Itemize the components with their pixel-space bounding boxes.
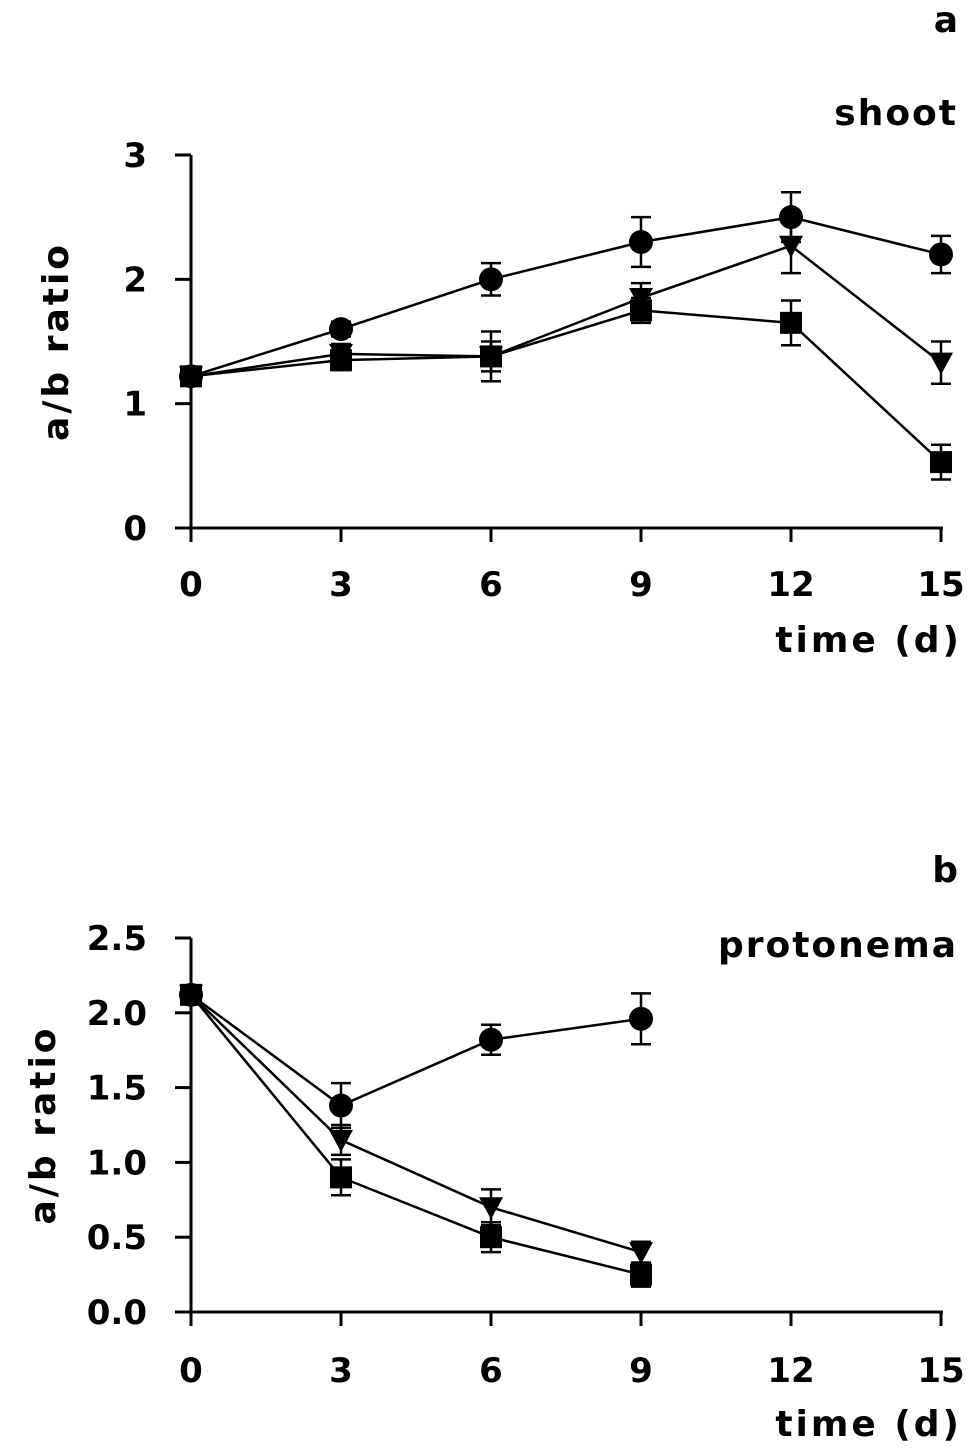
data-point-triangle (929, 352, 953, 375)
y-tick-label: 2 (123, 260, 147, 300)
panel-title: shoot (834, 93, 958, 134)
series-line-square (190, 309, 942, 464)
data-point-triangle (629, 1242, 653, 1265)
x-tick-label: 15 (917, 1351, 964, 1391)
x-tick-label: 6 (479, 1351, 503, 1391)
data-point-square (630, 299, 652, 322)
data-point-triangle (329, 1129, 353, 1152)
x-tick-label: 3 (329, 1351, 353, 1391)
data-point-square (930, 451, 952, 474)
x-tick-label: 12 (767, 565, 814, 605)
y-tick-label: 0.0 (87, 1293, 147, 1333)
x-axis-title: time (d) (775, 1404, 962, 1445)
data-point-square (780, 311, 802, 334)
data-point-circle (929, 242, 953, 267)
x-tick-label: 12 (767, 1351, 814, 1391)
y-axis-title: a/b ratio (36, 242, 77, 441)
data-point-circle (629, 1006, 653, 1031)
x-tick-label: 6 (479, 565, 503, 605)
series-line-circle (190, 215, 942, 378)
panel-title: protonema (718, 925, 958, 966)
y-tick-label: 1.0 (87, 1143, 147, 1183)
data-point-square (330, 349, 352, 372)
x-tick-label: 3 (329, 565, 353, 605)
data-point-triangle (479, 1197, 503, 1220)
y-tick-label: 1.5 (87, 1069, 147, 1109)
data-point-square (480, 345, 502, 368)
data-point-square (330, 1166, 352, 1189)
x-tick-label: 15 (917, 565, 964, 605)
y-tick-label: 0.5 (87, 1218, 147, 1258)
panel-letter: b (932, 850, 958, 891)
data-point-square (180, 365, 202, 388)
data-point-circle (329, 317, 353, 342)
y-tick-label: 3 (123, 136, 147, 176)
series-line-triangle-down (190, 244, 942, 378)
series-line-circle (190, 993, 642, 1107)
data-point-square (480, 1226, 502, 1249)
x-axis-title: time (d) (775, 620, 962, 661)
y-tick-label: 2.0 (87, 994, 147, 1034)
data-point-circle (479, 267, 503, 292)
y-tick-label: 0 (123, 509, 147, 549)
x-tick-label: 9 (629, 1351, 653, 1391)
x-tick-label: 0 (179, 565, 203, 605)
data-point-square (180, 983, 202, 1006)
panel-protonema: 0.0 0.5 1.0 1.5 2.0 2.5 0 3 6 9 12 15 time (d) a/b ra… (23, 850, 965, 1445)
panel-letter: a (934, 0, 958, 41)
data-point-square (630, 1263, 652, 1286)
y-axis-title: a/b ratio (23, 1025, 64, 1224)
y-tick-label: 1 (123, 385, 147, 425)
data-point-circle (479, 1027, 503, 1052)
data-point-triangle (779, 235, 803, 258)
y-tick-label: 2.5 (87, 919, 147, 959)
data-point-circle (629, 230, 653, 255)
x-tick-label: 0 (179, 1351, 203, 1391)
x-tick-label: 9 (629, 565, 653, 605)
data-point-circle (329, 1093, 353, 1118)
series-line-square (190, 994, 642, 1276)
series-line-triangle-down (190, 993, 642, 1254)
